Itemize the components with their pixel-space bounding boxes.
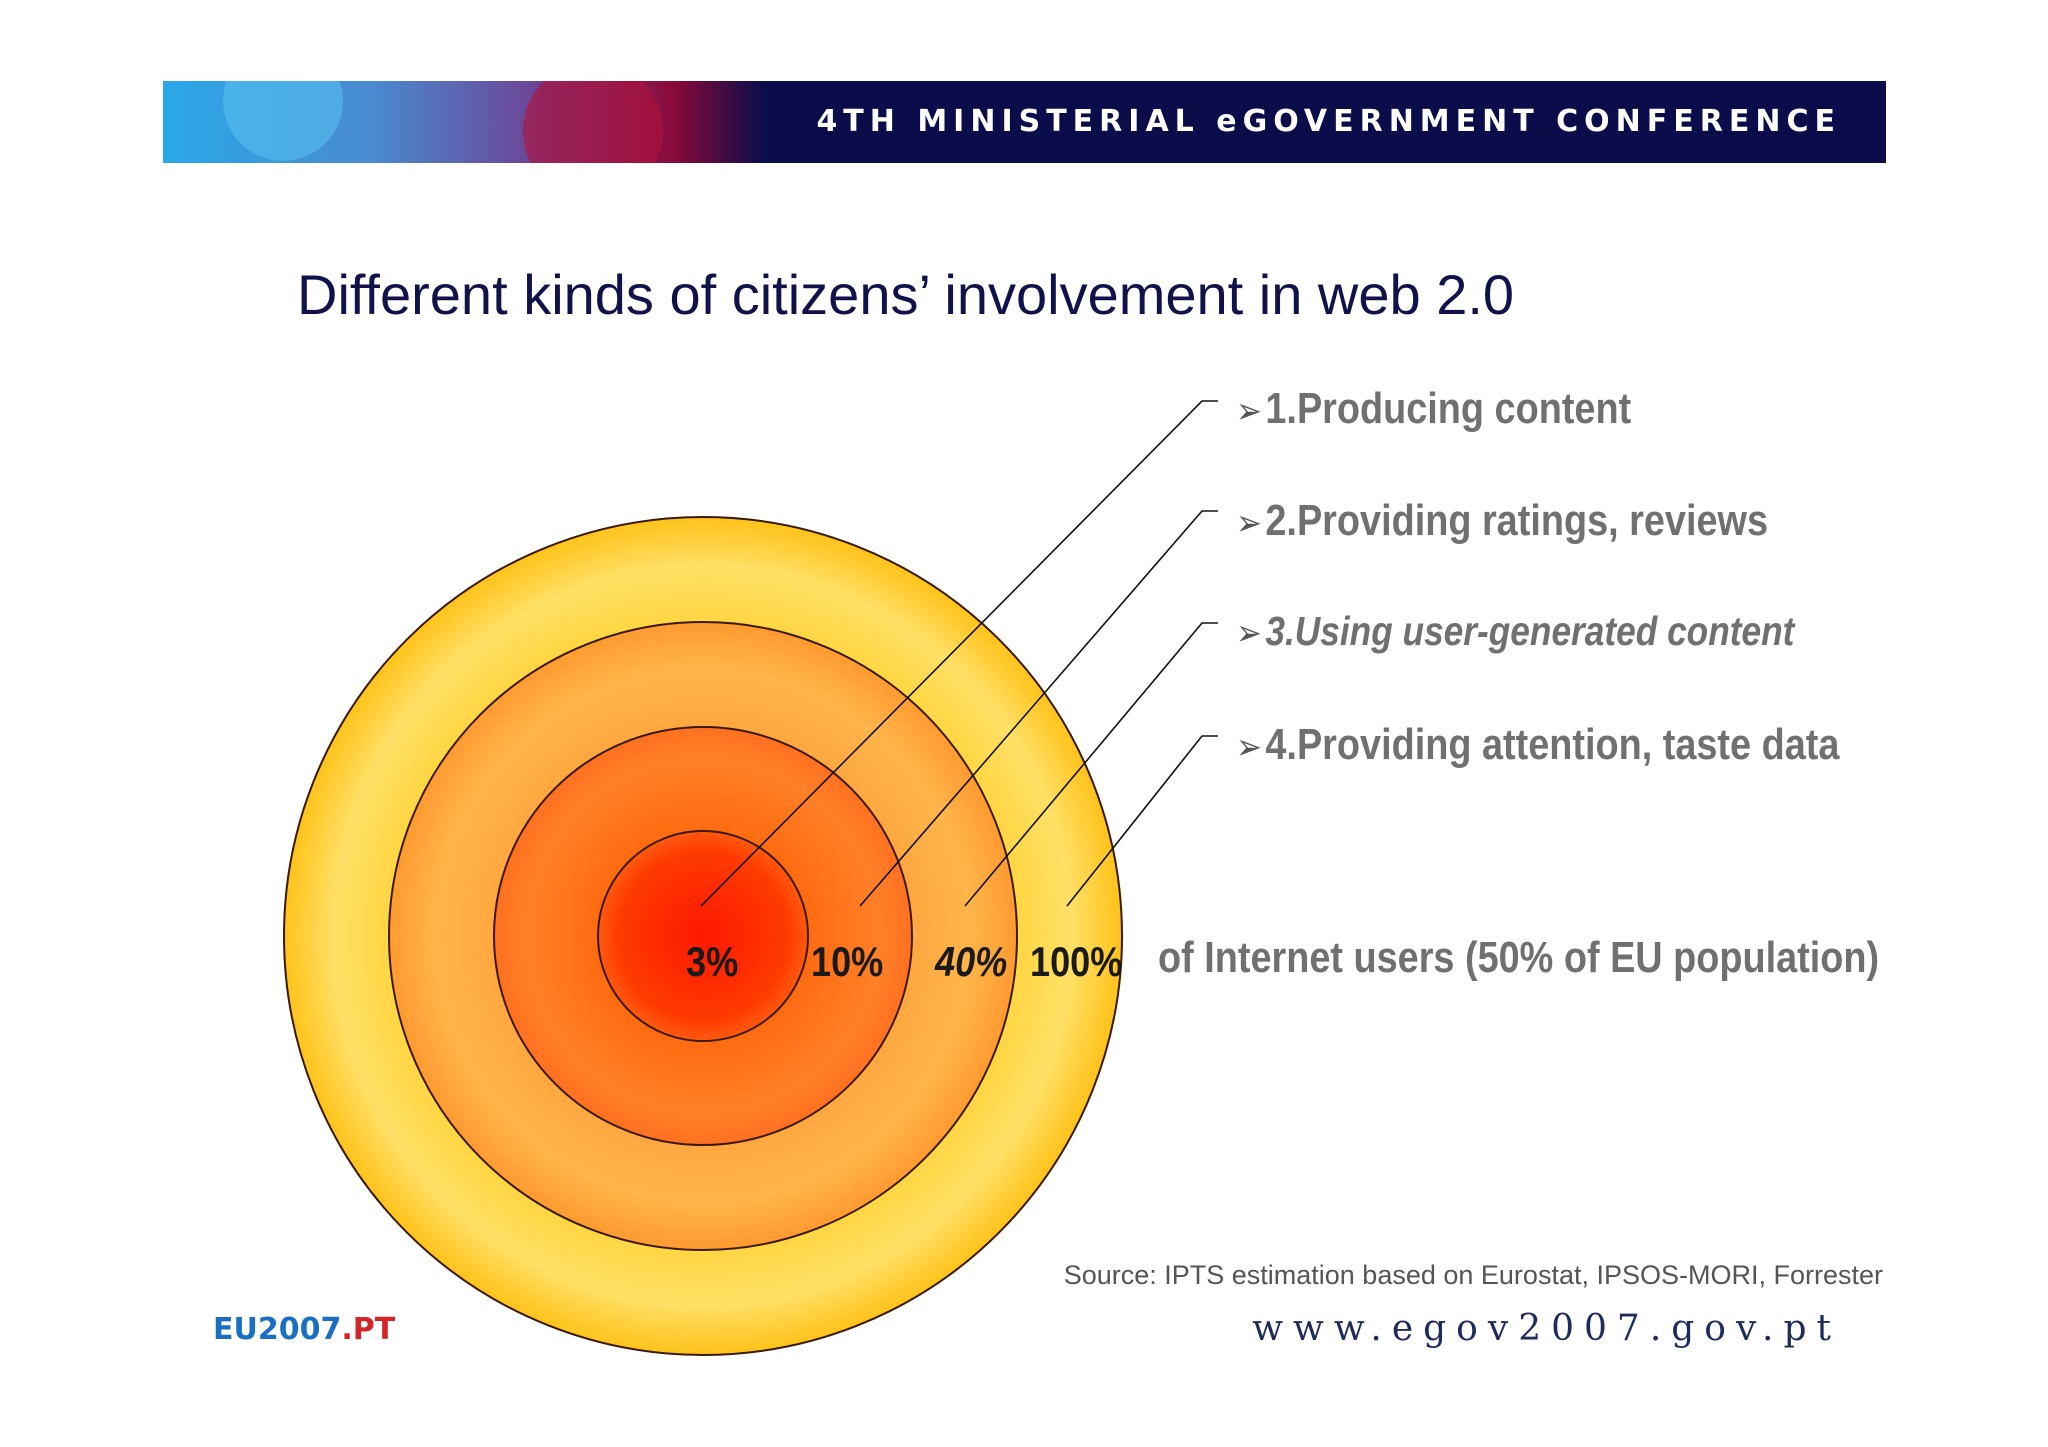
arrow-bullet-icon: ➢ (1236, 503, 1262, 544)
conference-banner: 4TH MINISTERIAL eGOVERNMENT CONFERENCE (163, 81, 1886, 163)
leader-line-4 (1066, 735, 1218, 907)
level-2-label: ➢2.Providing ratings, reviews (1236, 496, 1768, 545)
percent-label-100: 100% (1030, 938, 1123, 985)
population-note: of Internet users (50% of EU population) (1158, 933, 1880, 982)
leader-line-2 (859, 510, 1218, 907)
leader-line-1 (700, 400, 1218, 907)
level-3-label: ➢3.Using user-generated content (1236, 608, 1795, 654)
level-1-label: ➢1.Producing content (1236, 384, 1632, 433)
conference-title: 4TH MINISTERIAL eGOVERNMENT CONFERENCE (816, 104, 1841, 139)
website-url: www.egov2007.gov.pt (1252, 1308, 1841, 1349)
slide-title: Different kinds of citizens’ involvement… (297, 263, 1515, 326)
arrow-bullet-icon: ➢ (1236, 727, 1262, 768)
leader-line-3 (964, 622, 1218, 907)
arrow-bullet-icon: ➢ (1236, 613, 1262, 654)
arrow-bullet-icon: ➢ (1236, 391, 1262, 432)
source-note: Source: IPTS estimation based on Eurosta… (1063, 1260, 1883, 1290)
percent-label-40: 40% (935, 938, 1008, 985)
percent-label-10: 10% (811, 938, 884, 985)
banner-artwork (163, 81, 763, 163)
level-4-label: ➢4.Providing attention, taste data (1236, 720, 1840, 769)
percent-label-3: 3% (686, 938, 739, 985)
ring-3-percent (597, 830, 809, 1042)
eu2007-logo: EU2007.PT (213, 1312, 396, 1347)
